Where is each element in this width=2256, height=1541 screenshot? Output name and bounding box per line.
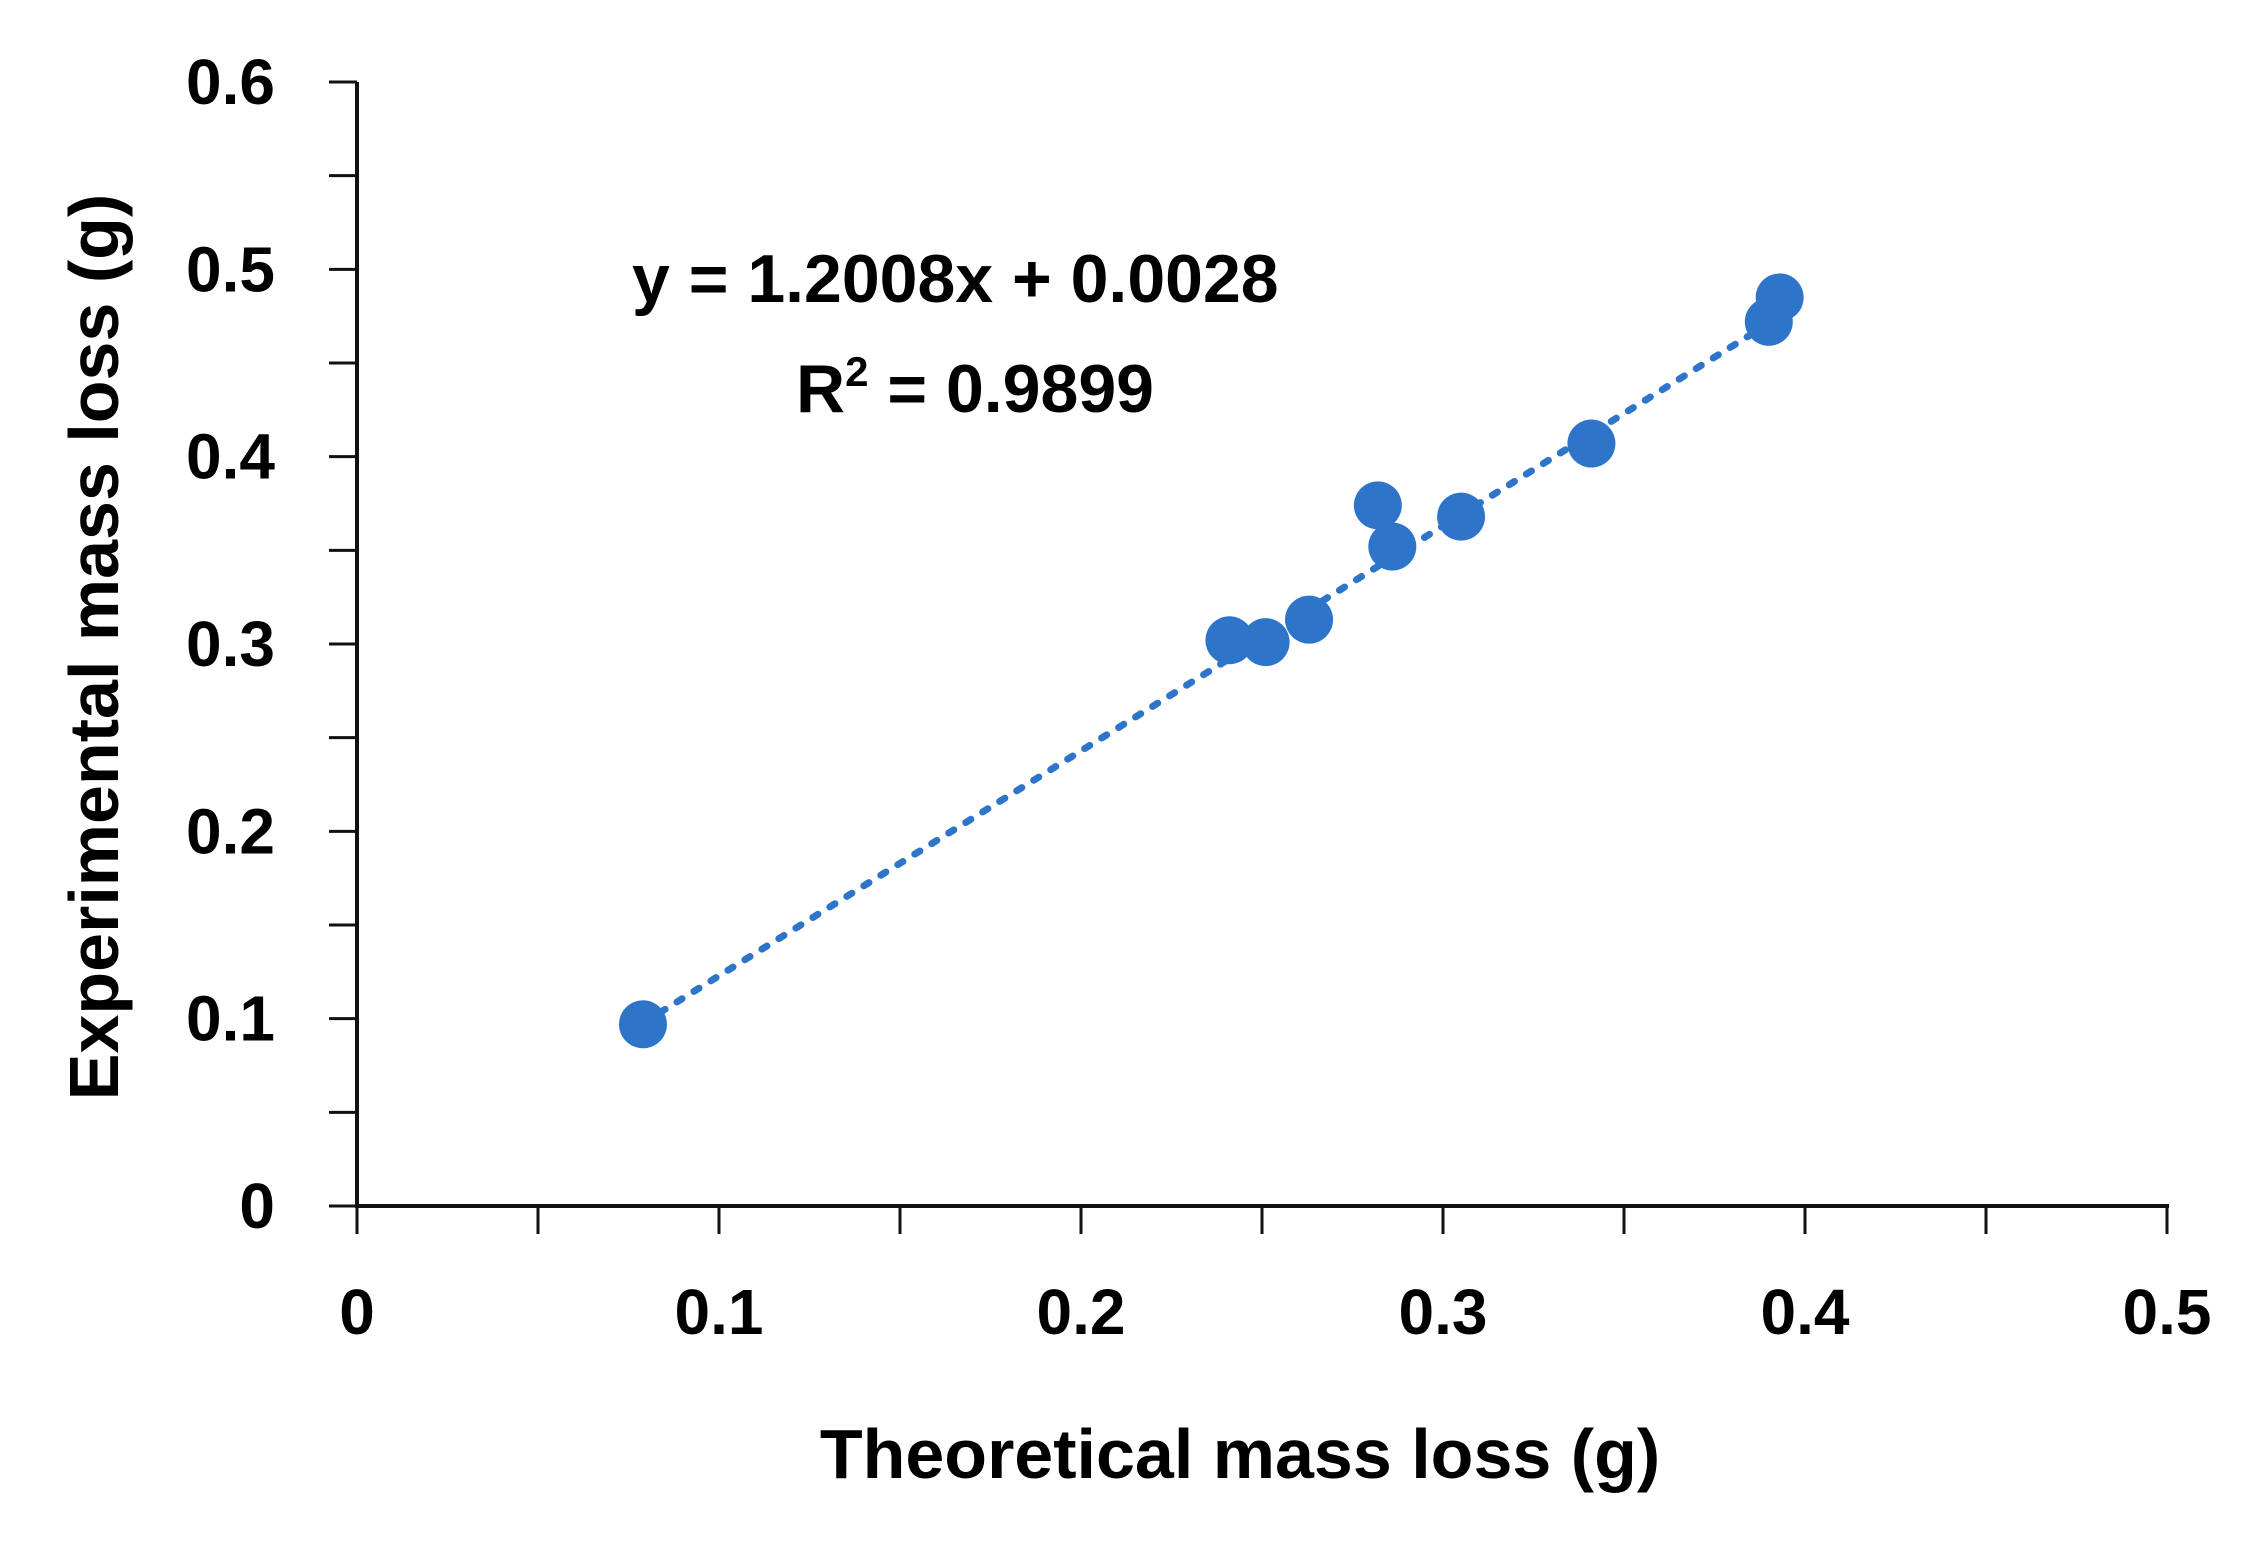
- data-point: [1205, 616, 1254, 665]
- x-tick-label: 0.1: [675, 1276, 764, 1348]
- x-axis-title: Theoretical mass loss (g): [820, 1415, 1660, 1493]
- data-point: [1437, 492, 1486, 541]
- x-tick-label: 0.4: [1761, 1276, 1850, 1348]
- data-point: [1567, 419, 1616, 468]
- x-tick-label: 0.5: [2123, 1276, 2212, 1348]
- y-tick-label: 0.2: [186, 795, 275, 867]
- y-axis-title: Experimental mass loss (g): [55, 194, 133, 1100]
- r-squared-prefix: R: [796, 351, 845, 427]
- data-points: [618, 273, 1804, 1049]
- x-tick-label: 0.2: [1037, 1276, 1126, 1348]
- r-squared-superscript: 2: [845, 348, 868, 395]
- trendline: [639, 313, 1784, 1027]
- x-tick-label: 0.3: [1399, 1276, 1488, 1348]
- axes: 0 0.1 0.2 0.3 0.4 0.5 0 0.1 0.2 0.3 0.4 0.5 0.6: [186, 46, 2211, 1348]
- y-tick-label: 0: [239, 1170, 275, 1242]
- trendline-equation: y = 1.2008x + 0.0028: [632, 241, 1279, 317]
- trendline-group: [639, 313, 1784, 1027]
- y-tick-label: 0.3: [186, 608, 275, 680]
- r-squared-value: = 0.9899: [868, 351, 1153, 427]
- data-point: [1368, 522, 1417, 571]
- y-tick-label: 0.6: [186, 46, 275, 118]
- data-point: [1755, 273, 1804, 322]
- y-tick-label: 0.1: [186, 983, 275, 1055]
- data-point: [1241, 618, 1290, 667]
- data-point: [1285, 595, 1334, 644]
- y-tick-label: 0.5: [186, 233, 275, 305]
- y-tick-label: 0.4: [186, 421, 275, 493]
- data-point: [618, 1000, 667, 1049]
- r-squared-label: R2 = 0.9899: [796, 348, 1154, 427]
- x-tick-label: 0: [339, 1276, 375, 1348]
- data-point: [1353, 481, 1402, 530]
